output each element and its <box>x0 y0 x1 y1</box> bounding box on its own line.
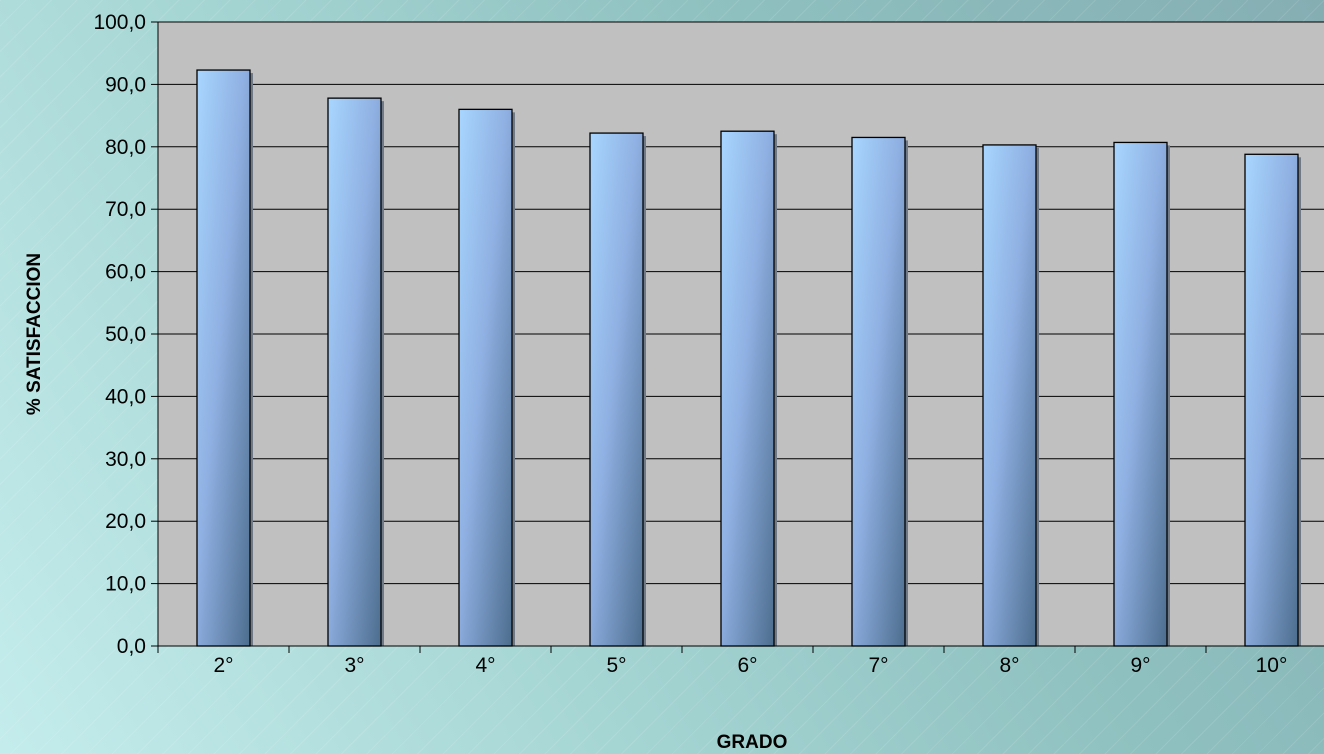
y-axis-title: % SATISFACCION <box>24 253 45 415</box>
x-tick-label: 4° <box>475 654 495 677</box>
bar <box>1113 141 1168 647</box>
bars <box>196 69 1301 647</box>
y-tick-label: 100,0 <box>93 11 146 34</box>
y-tick-label: 70,0 <box>105 198 146 221</box>
bar <box>589 132 644 647</box>
axes <box>151 21 1324 653</box>
bar <box>851 136 906 647</box>
y-tick-label: 30,0 <box>105 448 146 471</box>
x-tick-label: 5° <box>606 654 626 677</box>
y-tick-label: 10,0 <box>105 573 146 596</box>
bar <box>458 108 513 647</box>
bar <box>720 130 775 647</box>
y-tick-label: 50,0 <box>105 323 146 346</box>
x-tick-label: 10° <box>1256 654 1288 677</box>
y-tick-label: 0,0 <box>117 635 146 658</box>
x-tick-label: 8° <box>999 654 1019 677</box>
bar <box>982 144 1037 647</box>
x-tick-labels: 2° 3° 4° 5° 6° 7° 8° 9° 10° <box>213 654 1287 677</box>
y-tick-label: 80,0 <box>105 136 146 159</box>
y-tick-label: 60,0 <box>105 261 146 284</box>
bar <box>196 69 251 647</box>
x-tick-label: 2° <box>213 654 233 677</box>
y-tick-labels: 0,0 10,0 20,0 30,0 40,0 50,0 60,0 70,0 80,0 90,0 1… <box>93 11 146 658</box>
x-tick-label: 9° <box>1130 654 1150 677</box>
y-tick-label: 90,0 <box>105 73 146 96</box>
y-tick-label: 20,0 <box>105 510 146 533</box>
y-tick-label: 40,0 <box>105 385 146 408</box>
x-tick-label: 7° <box>868 654 888 677</box>
bar <box>327 97 382 647</box>
x-tick-label: 3° <box>344 654 364 677</box>
x-tick-label: 6° <box>737 654 757 677</box>
bar <box>1244 153 1299 647</box>
x-axis-title: GRADO <box>717 732 788 753</box>
